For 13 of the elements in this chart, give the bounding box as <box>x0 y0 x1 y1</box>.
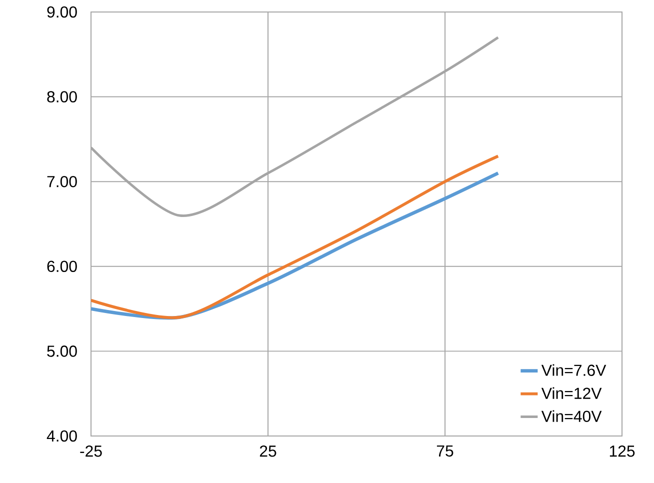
legend-label: Vin=40V <box>541 410 602 422</box>
y-tick-label: 5.00 <box>47 346 77 357</box>
y-tick-label: 8.00 <box>47 91 77 102</box>
x-tick-label: 25 <box>260 445 276 457</box>
x-tick-label: 125 <box>610 445 635 457</box>
y-tick-label: 7.00 <box>47 176 77 188</box>
x-tick-label: 75 <box>436 445 454 457</box>
y-tick-label: 4.00 <box>46 430 77 442</box>
legend-label: Vin=12V <box>541 387 602 399</box>
legend-label: Vin=7.6V <box>541 364 606 376</box>
y-tick-label: 9.00 <box>47 6 77 18</box>
y-tick-label: 6.00 <box>47 260 77 272</box>
x-tick-label: -25 <box>80 445 102 457</box>
